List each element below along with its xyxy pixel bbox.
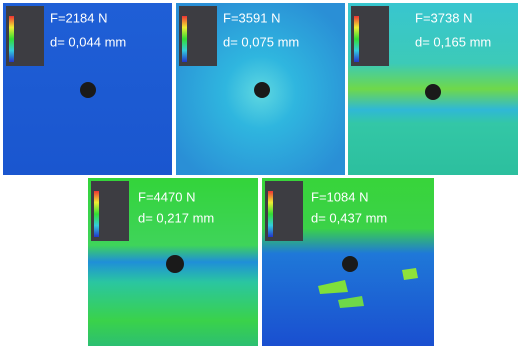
displacement-label: d= 0,217 mm [138,210,214,225]
panel: F=1084 N d= 0,437 mm [262,178,434,346]
hole [254,82,270,98]
panel: F=3738 N d= 0,165 mm [348,3,518,175]
hole [342,256,358,272]
legend-scale [182,16,187,62]
force-label: F=2184 N [50,10,107,25]
panel: F=3591 N d= 0,075 mm [176,3,345,175]
legend-scale [354,16,359,62]
force-label: F=3591 N [223,10,280,25]
displacement-label: d= 0,044 mm [50,34,126,49]
displacement-label: d= 0,437 mm [311,210,387,225]
displacement-label: d= 0,075 mm [223,34,299,49]
legend-scale [9,16,14,62]
panel: F=4470 N d= 0,217 mm [88,178,258,346]
crack-patch [402,268,418,280]
hole [166,255,184,273]
legend-scale [268,191,273,237]
displacement-label: d= 0,165 mm [415,34,491,49]
force-label: F=3738 N [415,10,472,25]
page: {"panels": [ {"force": "F=2184 N", "disp… [0,0,520,348]
hole [425,84,441,100]
hole [80,82,96,98]
panel: F=2184 N d= 0,044 mm [3,3,172,175]
figure: F=2184 N d= 0,044 mm F=3591 N d= 0,075 m… [0,0,520,348]
force-label: F=1084 N [311,189,368,204]
legend-scale [94,191,99,237]
force-label: F=4470 N [138,189,195,204]
